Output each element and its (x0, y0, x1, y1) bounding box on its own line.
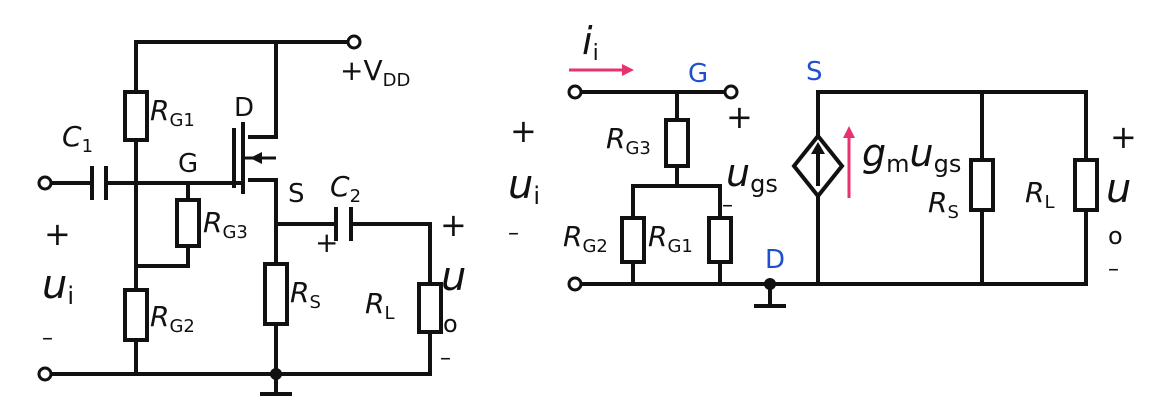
resistor-rg3-right (664, 118, 690, 168)
resistor-rg1-right (707, 216, 733, 264)
resistor-rg3 (175, 198, 201, 248)
label-output-minus: – (440, 346, 451, 371)
resistor-rg2-right (620, 216, 646, 264)
label-rg2: RG2 (150, 300, 195, 337)
label-c1: C1 (62, 120, 93, 157)
label-node-d: D (234, 93, 254, 123)
wire-source (248, 178, 278, 376)
label-ugs: ugs (726, 151, 778, 198)
dependent-current-source (791, 132, 845, 200)
label-ii: ii (582, 19, 599, 66)
label-output-sub-right: o (1108, 222, 1123, 250)
label-node-s: S (288, 179, 305, 209)
resistor-rl-right (1073, 158, 1099, 212)
label-rg3: RG3 (203, 206, 248, 243)
gate-terminal-right (723, 84, 739, 100)
label-c2-polarity: + (315, 226, 338, 259)
label-input-minus: – (42, 326, 53, 351)
vdd-terminal (346, 34, 362, 50)
right-circuit: ii G S D RG3 RG2 RG1 RS RL + ugs – gmugs… (508, 19, 1137, 308)
label-output-u: u (441, 254, 466, 300)
label-input-u: ui (42, 262, 74, 310)
label-output-u-right: u (1106, 166, 1131, 212)
label-gm-ugs: gmugs (862, 131, 961, 178)
ground-terminal-right (567, 276, 583, 292)
label-rg3-right: RG3 (606, 122, 651, 159)
label-ugs-plus: + (726, 98, 753, 136)
label-c2: C2 (330, 170, 361, 207)
label-input-minus-right: – (508, 221, 519, 246)
resistor-rs (263, 262, 289, 326)
ground-terminal (37, 366, 53, 382)
capacitor-c2 (334, 207, 353, 241)
left-circuit: +VDD RG1 D C1 G S C2 + RG3 RG2 RS RL + u… (37, 34, 467, 396)
label-vdd: +VDD (340, 54, 410, 91)
label-node-d-right: D (765, 245, 785, 275)
label-rg2-right: RG2 (563, 220, 608, 257)
current-arrow-ii (569, 64, 634, 76)
resistor-rg1 (123, 90, 149, 142)
capacitor-c1 (90, 166, 108, 200)
label-output-sub: o (443, 310, 458, 338)
wire-rg3-branch (134, 181, 190, 268)
junction-ground (270, 368, 282, 380)
label-ugs-minus: – (722, 193, 733, 218)
input-terminal (37, 175, 53, 191)
label-input-plus: + (44, 215, 71, 253)
label-node-g-right: G (688, 59, 708, 89)
label-node-s-right: S (806, 57, 823, 87)
label-rg1: RG1 (150, 94, 195, 131)
wire-drain (248, 40, 278, 139)
label-output-plus-right: + (1110, 118, 1137, 156)
junction-drain (764, 278, 776, 290)
label-node-g: G (178, 149, 198, 179)
resistor-rl (417, 282, 443, 334)
resistor-rs-right (969, 158, 995, 212)
label-input-u-right: ui (508, 162, 540, 210)
label-output-plus: + (440, 206, 467, 244)
input-terminal-right (567, 84, 583, 100)
label-rs-right: RS (928, 186, 959, 223)
label-rs: RS (290, 276, 321, 313)
current-arrow-gm (843, 126, 855, 198)
label-input-plus-right: + (510, 112, 537, 150)
wire-source-rail (816, 90, 1088, 286)
wire-c2 (274, 222, 432, 376)
label-rl: RL (365, 287, 395, 324)
wire-source-branches (816, 90, 984, 286)
wire-rg2-rg1 (631, 184, 722, 286)
label-rg1-right: RG1 (648, 220, 693, 257)
label-rl-right: RL (1025, 176, 1055, 213)
mosfet-symbol (232, 122, 276, 194)
label-output-minus-right: – (1108, 257, 1119, 282)
resistor-rg2 (123, 288, 149, 342)
